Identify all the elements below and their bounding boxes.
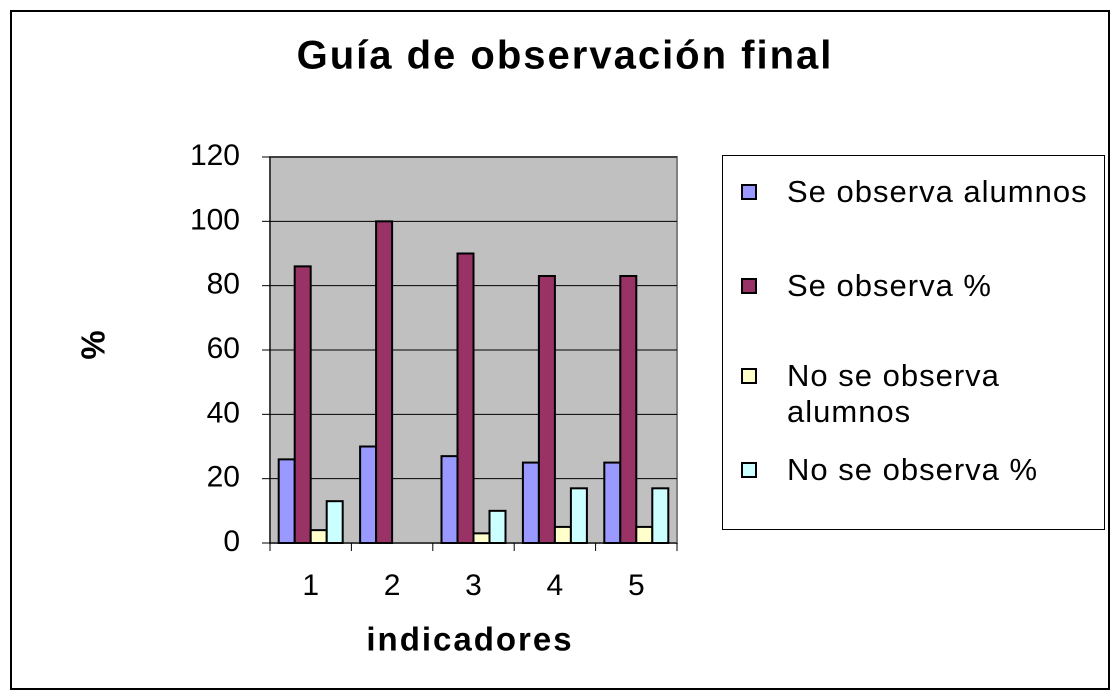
bar [569,487,588,545]
legend: Se observa alumnos Se observa % No se obse… [722,155,1105,530]
bar [488,509,507,545]
bar [603,461,622,545]
bar [472,532,491,544]
legend-swatch [741,462,757,478]
bar [375,220,394,544]
y-tick-label: 80 [207,268,240,301]
y-tick-label: 60 [207,332,240,365]
y-tick-label: 120 [190,139,240,172]
chart-title: Guía de observación final [297,34,834,78]
bar [309,529,328,545]
legend-label: No se observa % [787,452,1039,487]
x-tick-label: 4 [547,569,564,602]
bar [325,500,344,544]
legend-item: Se observa % [739,268,1099,304]
legend-swatch [741,278,757,294]
bar [440,455,459,544]
y-tick-label: 100 [190,203,240,236]
bar [635,525,654,545]
bar [456,252,475,544]
legend-swatch [741,368,757,384]
bar [293,265,312,544]
legend-label: Se observa alumnos [787,174,1088,209]
legend-label: Se observa % [787,268,992,303]
y-tick-label: 20 [207,461,240,494]
bar [651,487,670,545]
bar [537,275,556,544]
x-tick-label: 5 [628,569,645,602]
x-tick-label: 3 [465,569,482,602]
bar [277,458,296,544]
legend-item: Se observa alumnos [739,174,1099,210]
legend-item: No se observa alumnos [739,358,1099,430]
bar [553,525,572,545]
legend-swatch [741,184,757,200]
x-axis-label: indicadores [366,621,573,658]
bar [359,445,378,544]
x-tick-label: 1 [302,569,319,602]
legend-label: No se observa alumnos [787,358,1000,429]
bar [521,461,540,545]
legend-item: No se observa % [739,452,1099,488]
y-axis-label: % [74,330,111,359]
y-tick-label: 0 [223,525,240,558]
bar [619,275,638,544]
x-tick-label: 2 [384,569,401,602]
y-tick-label: 40 [207,396,240,429]
